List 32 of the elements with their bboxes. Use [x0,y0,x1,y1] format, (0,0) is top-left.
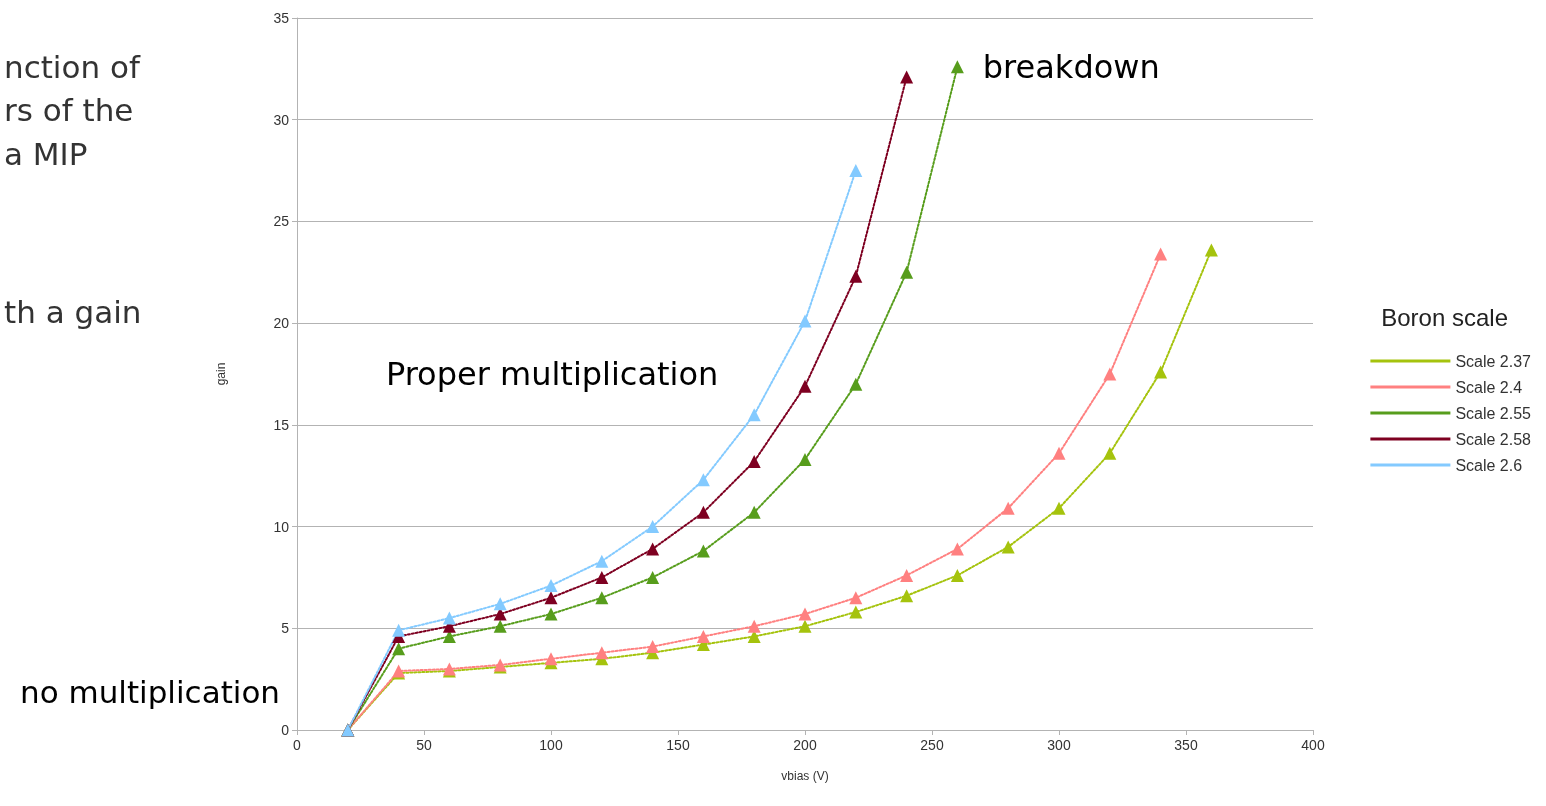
y-tick-label: 35 [273,10,290,26]
y-tick-label: 0 [281,722,290,738]
legend-title: Boron scale [1381,303,1509,331]
x-tick-label: 400 [1301,737,1325,753]
annotation: breakdown [982,47,1160,86]
text: th a gain [4,294,142,330]
y-tick-label: 10 [273,518,290,535]
x-tick-label: 50 [416,737,432,753]
x-tick-label: 200 [793,737,817,753]
text: no multiplication [20,674,281,710]
y-tick-label: 5 [281,620,290,637]
x-tick-label: 250 [920,737,944,753]
legend-label: Scale 2.4 [1455,378,1523,396]
text: nction of [4,49,141,85]
x-tick-label: 300 [1047,737,1071,753]
legend-label: Scale 2.6 [1455,456,1523,474]
x-axis-title: vbias (V) [781,769,829,783]
legend-label: Scale 2.37 [1455,352,1532,370]
y-tick-label: 30 [273,111,290,128]
y-axis-title: gain [214,362,228,386]
x-tick-label: 0 [293,737,302,753]
legend-label: Scale 2.55 [1455,404,1532,422]
y-tick-label: 15 [273,416,290,433]
annotation: Proper multiplication [385,355,719,393]
y-tick-label: 25 [273,213,290,230]
x-tick-label: 100 [539,737,563,753]
text: a MIP [4,136,88,172]
x-tick-label: 350 [1174,737,1198,753]
x-tick-label: 150 [666,737,690,753]
legend-label: Scale 2.58 [1455,430,1532,448]
text: rs of the [4,92,134,128]
y-tick-label: 20 [273,315,290,332]
